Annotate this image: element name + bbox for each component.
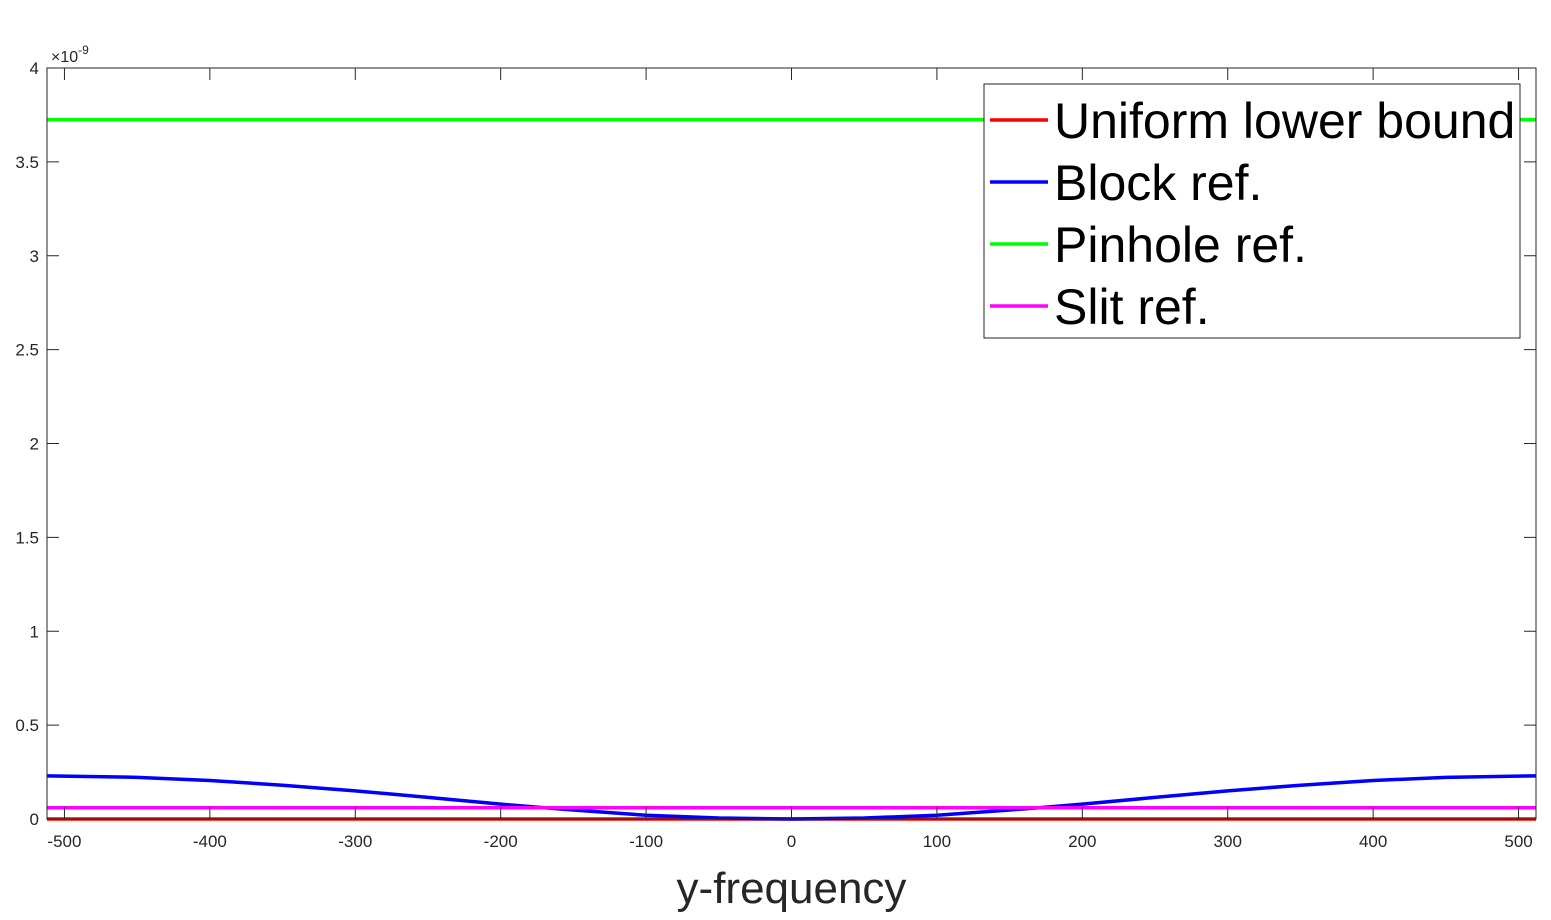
x-tick-label: -400 <box>193 832 227 851</box>
x-axis-label: y-frequency <box>677 864 907 913</box>
y-tick-label: 2.5 <box>15 341 39 360</box>
x-tick-label: 0 <box>787 832 796 851</box>
x-tick-label: -200 <box>484 832 518 851</box>
y-tick-labels: 0 0.5 1 1.5 2 2.5 3 3.5 4 <box>15 59 39 829</box>
legend-label: Block ref. <box>1054 155 1262 211</box>
x-tick-label: 300 <box>1214 832 1242 851</box>
x-tick-label: 400 <box>1359 832 1387 851</box>
y-tick-label: 3.5 <box>15 153 39 172</box>
y-tick-label: 0 <box>30 810 39 829</box>
legend-label: Slit ref. <box>1054 279 1210 335</box>
x-tick-label: 200 <box>1068 832 1096 851</box>
y-tick-label: 3 <box>30 247 39 266</box>
y-tick-label: 1 <box>30 622 39 641</box>
y-exponent-base: ×10 <box>51 49 78 66</box>
y-tick-label: 2 <box>30 435 39 454</box>
x-tick-label: -100 <box>629 832 663 851</box>
legend-label: Uniform lower bound <box>1054 93 1515 149</box>
y-exponent-power: -9 <box>78 43 89 57</box>
x-tick-label: 500 <box>1504 832 1532 851</box>
legend-box <box>983 83 1521 339</box>
legend-items: Uniform lower bound Block ref. Pinhole ref… <box>990 93 1515 335</box>
legend-label: Pinhole ref. <box>1054 217 1307 273</box>
ticks-layer <box>47 67 1536 820</box>
x-tick-label: 100 <box>923 832 951 851</box>
x-tick-label: -500 <box>47 832 81 851</box>
y-tick-label: 1.5 <box>15 528 39 547</box>
x-tick-label: -300 <box>338 832 372 851</box>
x-tick-labels: -500 -400 -300 -200 -100 0 100 200 300 400 500 <box>47 832 1532 851</box>
y-tick-label: 0.5 <box>15 716 39 735</box>
legend: Uniform lower bound Block ref. Pinhole ref… <box>983 83 1521 339</box>
y-tick-label: 4 <box>30 59 39 78</box>
y-axis-exponent: ×10-9 <box>51 43 89 66</box>
